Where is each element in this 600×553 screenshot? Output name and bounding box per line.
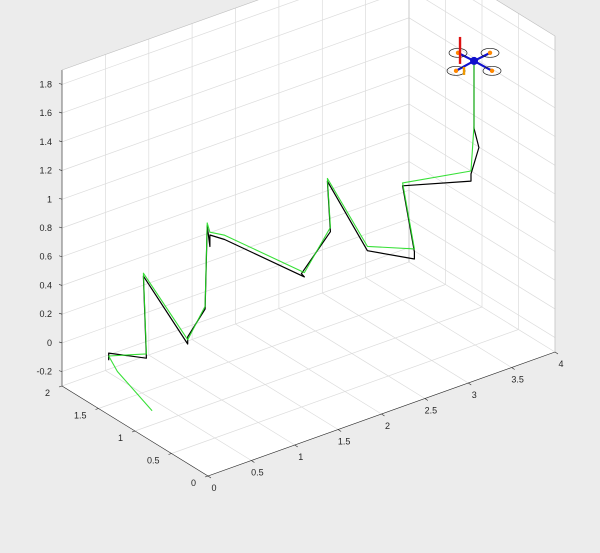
quad-rotor-1: [482, 65, 502, 76]
z-tick-label-10: 1.8: [39, 79, 52, 89]
x-tick-label-7: 3.5: [511, 375, 524, 385]
x-tick-mark-6: [468, 382, 472, 386]
y-tick-label-1: 0.5: [147, 456, 160, 466]
axes-box: [58, 0, 559, 479]
z-tick-mark-6: [58, 197, 63, 200]
y-tick-mark-3: [95, 408, 99, 410]
quad-rotor-hub-1: [489, 68, 495, 74]
z-tick-mark-2: [58, 312, 63, 315]
grid-line-y-3: [98, 0, 446, 409]
series-desired-line: [108, 63, 480, 361]
x-tick-label-4: 2: [385, 421, 390, 431]
x-tick-label-5: 2.5: [425, 406, 438, 416]
grid-line-z-9: [61, 0, 556, 114]
quad-rotor-3: [480, 47, 500, 58]
y-tick-mark-2: [131, 430, 136, 433]
x-tick-mark-0: [207, 475, 212, 479]
z-tick-mark-1: [58, 341, 63, 344]
x-tick-label-2: 1: [298, 452, 303, 462]
quad-rotor-hub-0: [453, 68, 459, 74]
series-actual-line: [108, 60, 475, 412]
x-tick-label-1: 0.5: [251, 468, 264, 478]
x-tick-mark-8: [554, 351, 559, 355]
grid-line-y-1: [171, 13, 519, 454]
y-tick-mark-1: [168, 453, 172, 455]
y-tick-label-4: 2: [45, 388, 50, 398]
y-tick-label-3: 1.5: [74, 411, 87, 421]
z-tick-mark-9: [58, 111, 63, 114]
tick-labels: 0 0.5 1 1.5 2 2.5 3 3.5 4 0 0.5 1 1.5 2 -0.2 0 0.2 0.4 0.6…: [36, 79, 563, 493]
z-tick-label-7: 1.2: [39, 166, 52, 176]
z-tick-mark-8: [58, 140, 63, 143]
x-tick-label-6: 3: [472, 390, 477, 400]
x-tick-label-3: 1.5: [338, 437, 351, 447]
grid-line-y-2: [134, 0, 483, 432]
z-tick-mark-5: [58, 226, 63, 229]
z-tick-label-4: 0.6: [39, 252, 52, 262]
z-tick-mark-0: [58, 370, 63, 372]
z-tick-label-9: 1.6: [39, 108, 52, 118]
z-tick-mark-3: [58, 284, 63, 286]
quad-rotor-hub-3: [487, 50, 493, 56]
x-tick-label-8: 4: [558, 359, 563, 369]
quad-rotor-2: [448, 47, 468, 58]
x-tick-mark-1: [251, 460, 255, 463]
x-tick-mark-7: [511, 367, 515, 370]
box-top-edges: [61, 0, 556, 352]
z-tick-label-2: 0.2: [39, 309, 52, 319]
quadrotor-marker: [446, 36, 502, 76]
grid-line-z-10: [61, 0, 556, 85]
x-tick-mark-4: [381, 413, 385, 417]
x-tick-mark-2: [294, 444, 298, 448]
z-tick-label-3: 0.4: [39, 280, 52, 290]
y-tick-label-0: 0: [191, 478, 196, 488]
x-tick-mark-5: [424, 398, 429, 401]
y-tick-mark-0: [204, 475, 209, 478]
y-tick-label-2: 1: [118, 433, 123, 443]
z-tick-label-8: 1.4: [39, 137, 52, 147]
z-tick-label-1: 0: [47, 338, 52, 348]
z-tick-mark-7: [58, 169, 63, 171]
z-tick-mark-4: [58, 255, 63, 258]
z-tick-label-5: 0.8: [39, 223, 52, 233]
z-tick-mark-10: [58, 83, 63, 85]
z-tick-label-0: -0.2: [36, 367, 52, 377]
x-tick-label-0: 0: [211, 483, 216, 493]
trajectory-series: [108, 60, 480, 412]
z-tick-label-6: 1: [47, 194, 52, 204]
y-tick-mark-4: [58, 385, 63, 388]
quad-body-center: [470, 56, 479, 65]
x-tick-mark-3: [337, 429, 342, 432]
